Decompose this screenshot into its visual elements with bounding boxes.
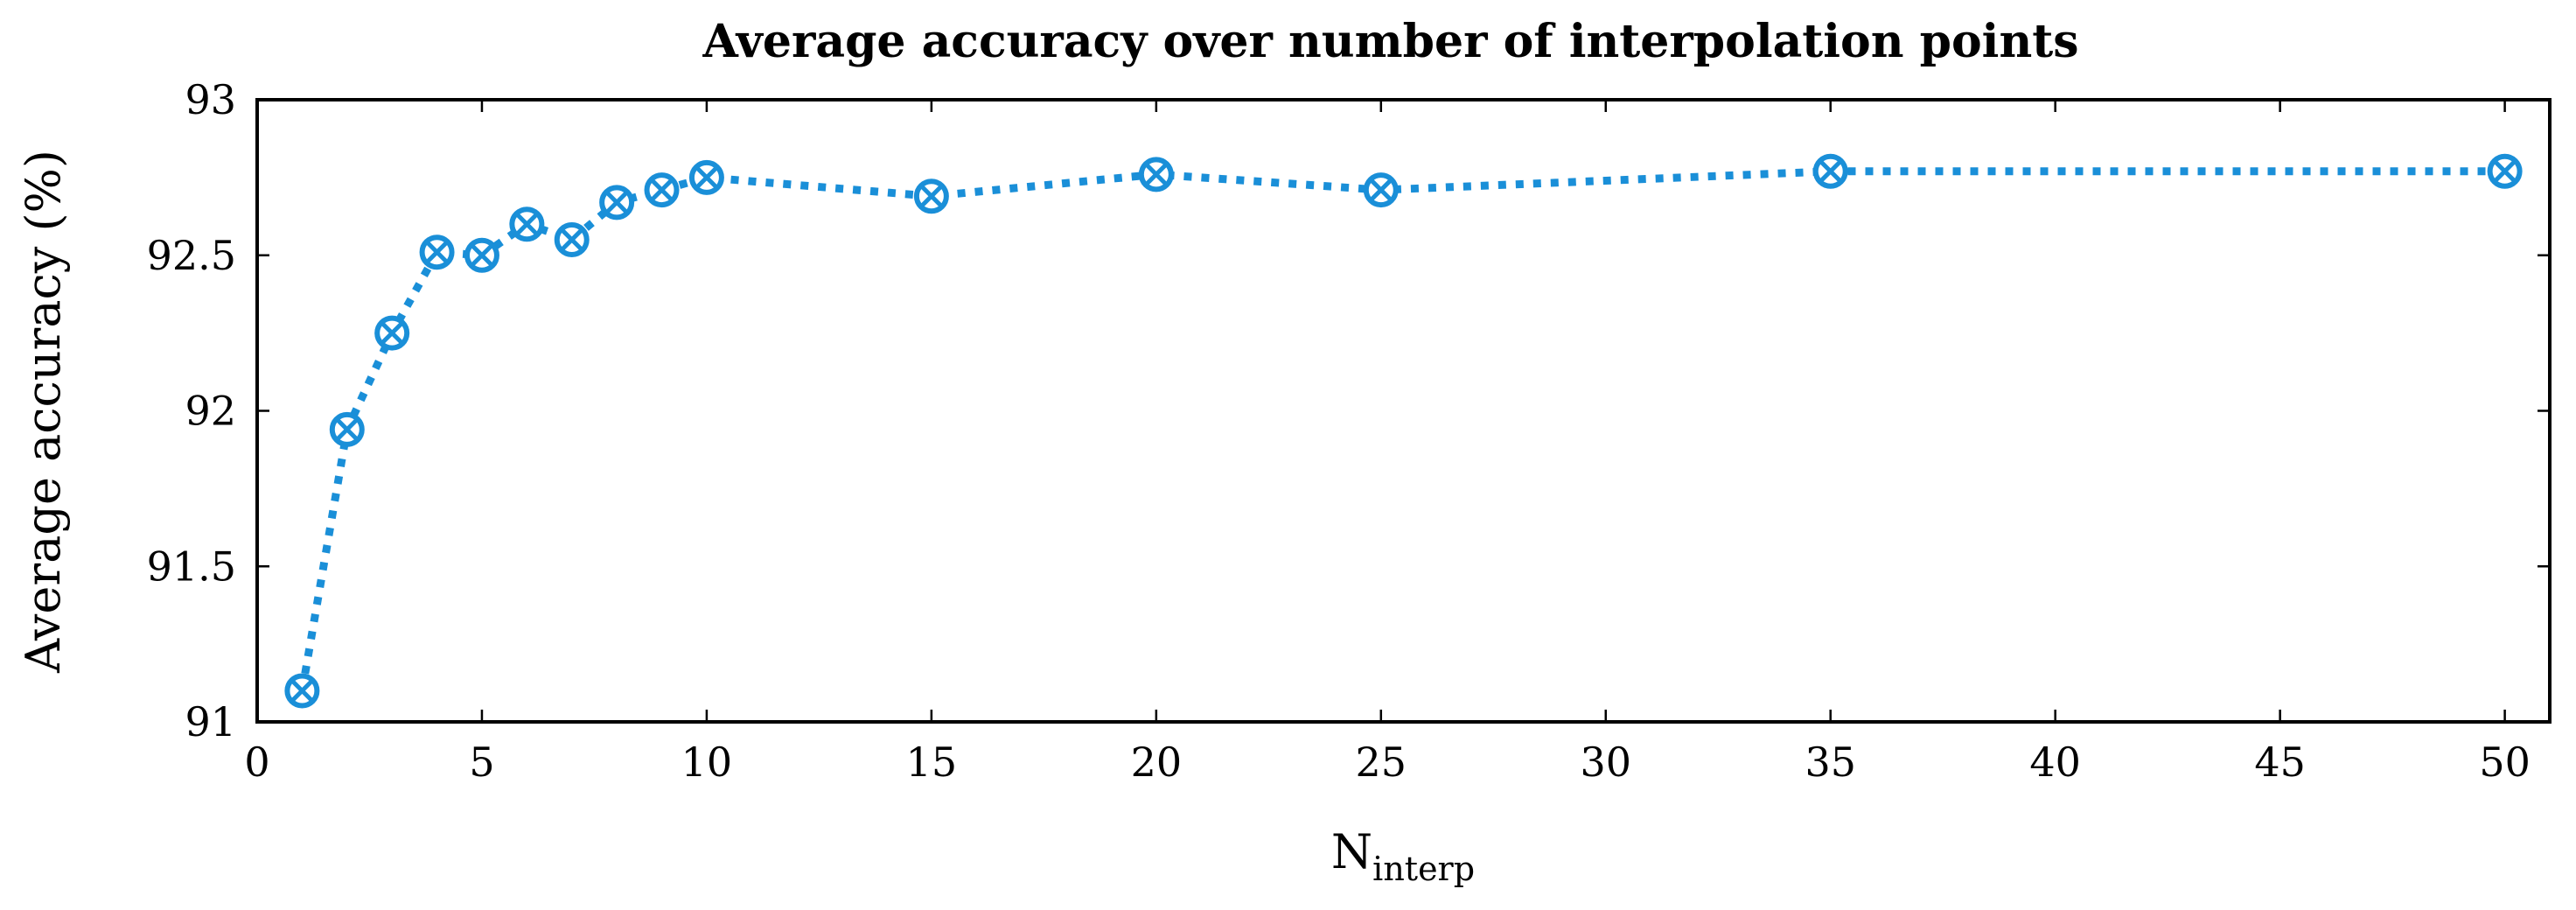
y-tick-label: 92 — [185, 388, 236, 435]
data-point — [1138, 157, 1174, 192]
data-point-cross — [2494, 160, 2516, 183]
data-point — [419, 234, 455, 270]
data-point-cross — [1819, 160, 1842, 183]
series-group — [284, 153, 2523, 709]
x-tick-label: 25 — [1356, 738, 1407, 786]
data-point — [509, 206, 545, 242]
x-tick-label: 0 — [244, 738, 269, 786]
data-point — [329, 411, 365, 447]
x-axis-label-main: N — [1331, 824, 1372, 879]
data-point — [2487, 153, 2523, 189]
data-point — [1812, 153, 1848, 189]
data-point — [374, 315, 410, 351]
y-tick-label: 93 — [185, 76, 236, 123]
data-point-cross — [1370, 178, 1393, 201]
chart-title: Average accuracy over number of interpol… — [702, 15, 2078, 68]
y-axis: 91 91.5 92 92.5 93 — [147, 76, 2550, 746]
y-tick-label: 91.5 — [147, 542, 236, 590]
series-line — [297, 167, 2505, 692]
data-point — [599, 185, 635, 220]
data-point — [554, 221, 590, 257]
x-axis: 0 5 10 15 20 25 30 35 40 45 50 — [244, 100, 2531, 786]
data-point-cross — [336, 418, 359, 441]
y-tick-label: 92.5 — [147, 232, 236, 279]
x-axis-label-subscript: interp — [1372, 850, 1475, 888]
data-point — [1363, 172, 1399, 208]
x-tick-label: 20 — [1131, 738, 1183, 786]
data-point-cross — [426, 241, 448, 263]
plot-frame — [255, 98, 2552, 724]
data-point-cross — [471, 244, 493, 267]
data-point — [913, 178, 949, 214]
data-point-cross — [380, 322, 403, 344]
x-tick-label: 5 — [469, 738, 494, 786]
data-point-cross — [605, 192, 628, 214]
data-point-cross — [291, 680, 313, 702]
data-point-cross — [1145, 164, 1168, 186]
x-tick-label: 35 — [1805, 738, 1856, 786]
data-point-cross — [561, 228, 583, 251]
x-axis-label: Ninterp — [1331, 824, 1475, 888]
x-tick-label: 40 — [2029, 738, 2081, 786]
y-axis-label: Average accuracy (%) — [16, 150, 71, 674]
data-point-cross — [516, 213, 538, 235]
plot-area: 0 5 10 15 20 25 30 35 40 45 50 91 91.5 92 92.5 93 — [147, 76, 2552, 786]
data-point — [464, 237, 499, 273]
x-tick-label: 15 — [906, 738, 958, 786]
data-point-cross — [651, 178, 673, 201]
data-point — [688, 159, 724, 195]
data-point-cross — [920, 185, 943, 207]
x-tick-label: 50 — [2479, 738, 2531, 786]
x-tick-label: 30 — [1580, 738, 1631, 786]
x-tick-label: 45 — [2254, 738, 2306, 786]
data-point-cross — [695, 166, 718, 189]
data-point — [644, 172, 680, 208]
data-point — [284, 673, 320, 709]
x-tick-label: 10 — [681, 738, 733, 786]
y-tick-label: 91 — [185, 698, 236, 746]
